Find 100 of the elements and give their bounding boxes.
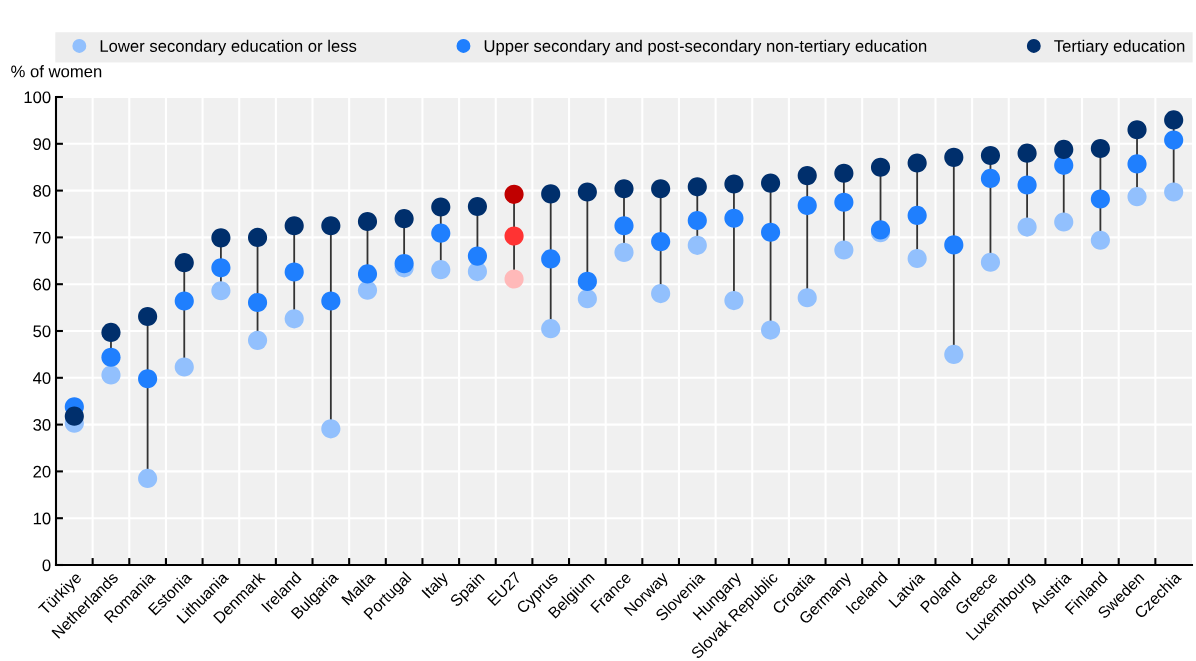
point — [651, 283, 671, 304]
point — [614, 179, 634, 199]
point — [541, 319, 561, 339]
point — [431, 223, 451, 243]
point — [1054, 139, 1074, 159]
point — [504, 269, 524, 289]
point — [724, 208, 744, 228]
point — [1054, 212, 1074, 232]
point — [614, 216, 634, 236]
point — [1090, 189, 1110, 209]
y-tick-label: 40 — [32, 372, 51, 384]
point — [174, 253, 194, 273]
point — [64, 406, 84, 426]
point — [577, 182, 597, 202]
point — [1017, 143, 1037, 163]
point — [541, 249, 561, 269]
point — [834, 192, 854, 212]
point — [394, 209, 414, 229]
point — [101, 347, 121, 367]
point — [1164, 130, 1184, 150]
point — [980, 252, 1001, 272]
x-tick-label: Italy — [421, 570, 452, 601]
point — [431, 260, 451, 280]
point — [138, 306, 158, 327]
y-tick-label: 100 — [24, 91, 51, 104]
point — [944, 147, 964, 167]
y-tick-label: 90 — [33, 138, 51, 150]
point — [504, 184, 524, 204]
point — [761, 173, 781, 193]
point — [614, 242, 634, 262]
point — [761, 320, 781, 340]
point — [577, 289, 597, 309]
point — [980, 145, 1001, 166]
point — [577, 271, 597, 291]
point — [284, 309, 304, 329]
point — [834, 240, 854, 260]
point — [944, 344, 964, 364]
y-tick-label: 60 — [33, 278, 51, 291]
point — [870, 157, 891, 177]
point — [357, 280, 378, 300]
point — [797, 196, 817, 216]
point — [944, 235, 964, 255]
point — [834, 163, 854, 183]
point — [797, 288, 817, 308]
point — [1127, 154, 1147, 174]
point — [541, 184, 561, 204]
y-tick-label: 70 — [33, 231, 51, 244]
y-tick-label: 0 — [42, 559, 51, 572]
point — [1164, 110, 1184, 130]
y-tick-label: 30 — [33, 419, 51, 431]
point — [247, 227, 268, 247]
y-tick-label: 10 — [33, 512, 51, 525]
point — [321, 419, 341, 439]
point — [1127, 187, 1147, 207]
point — [687, 210, 707, 231]
y-tick-label: 80 — [33, 185, 51, 197]
point — [138, 369, 158, 389]
point — [467, 261, 487, 282]
y-tick-label: 50 — [33, 325, 51, 338]
point — [651, 179, 671, 199]
point — [467, 246, 487, 266]
point — [431, 197, 451, 217]
point — [284, 262, 304, 282]
point — [247, 292, 268, 313]
point — [651, 232, 671, 252]
point — [1090, 138, 1110, 159]
point — [980, 168, 1001, 188]
point — [1090, 230, 1110, 250]
y-tick-label: 20 — [33, 465, 51, 478]
point — [174, 291, 194, 311]
point — [321, 291, 341, 311]
point — [724, 291, 744, 311]
point — [174, 357, 194, 377]
point — [211, 281, 231, 301]
point — [907, 153, 927, 173]
point — [101, 322, 121, 342]
point — [687, 177, 707, 197]
point — [138, 468, 158, 488]
point — [1127, 120, 1147, 140]
legend-label: Lower secondary education or less — [100, 39, 357, 56]
point — [1164, 182, 1184, 202]
point — [357, 211, 378, 232]
point — [1017, 217, 1037, 237]
point — [247, 330, 268, 350]
point — [467, 196, 487, 217]
point — [724, 174, 744, 194]
point — [357, 264, 378, 284]
point — [504, 226, 524, 246]
point — [687, 235, 707, 255]
point — [1017, 175, 1037, 195]
point — [284, 216, 304, 236]
point — [321, 216, 341, 236]
point — [211, 258, 231, 278]
point — [907, 205, 927, 225]
legend-label: Upper secondary and post-secondary non-tertiary education — [484, 39, 927, 56]
y-axis-title: % of women — [11, 65, 102, 78]
point — [101, 365, 121, 385]
legend-label: Tertiary education — [1054, 39, 1185, 56]
point — [211, 228, 231, 248]
point — [761, 222, 781, 242]
